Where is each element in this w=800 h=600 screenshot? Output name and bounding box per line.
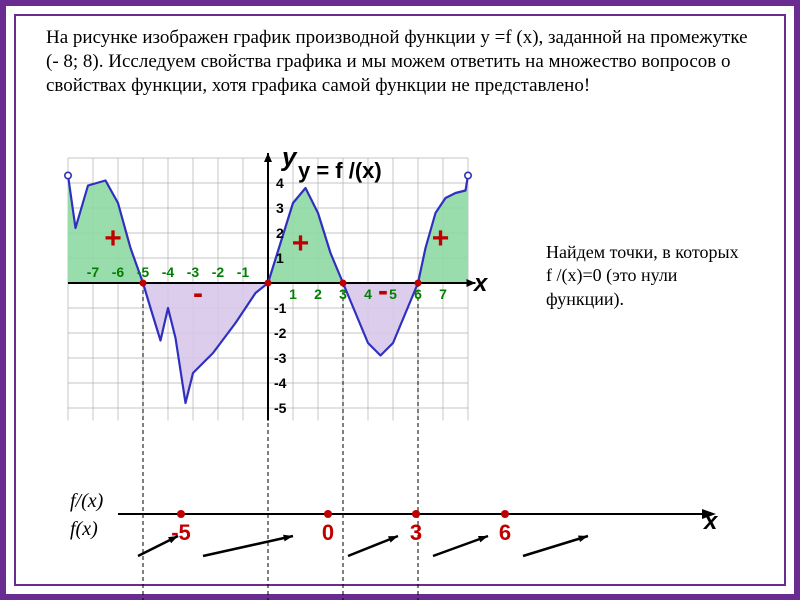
outer-frame: На рисунке изображен график производной … [0,0,800,600]
inner-frame: На рисунке изображен график производной … [14,14,786,586]
derivative-chart: -7-6-5-4-3-2-112345671234-1-2-3-4-5yxy =… [68,158,488,408]
svg-text:-: - [193,277,203,310]
svg-text:3: 3 [276,200,284,216]
svg-text:1: 1 [276,250,284,266]
svg-text:6: 6 [499,520,511,545]
svg-text:1: 1 [289,286,297,302]
side-note-l3: функции). [546,288,776,311]
svg-text:+: + [292,227,310,260]
svg-text:-2: -2 [274,325,287,341]
svg-text:-4: -4 [162,264,175,280]
svg-text:2: 2 [314,286,322,302]
nl-label-f: f(x) [70,518,98,541]
svg-text:x: x [472,270,489,297]
svg-text:-4: -4 [274,375,287,391]
svg-text:+: + [104,222,122,255]
svg-text:0: 0 [322,520,334,545]
svg-text:y: y [280,142,298,172]
svg-text:7: 7 [439,286,447,302]
svg-text:-1: -1 [274,300,287,316]
svg-text:4: 4 [276,175,284,191]
svg-text:-6: -6 [112,264,125,280]
svg-text:-1: -1 [237,264,250,280]
svg-text:3: 3 [410,520,422,545]
svg-text:+: + [432,222,450,255]
number-line: -5 0 3 6 f/(x) f(x) x [68,466,748,586]
svg-text:-3: -3 [274,350,287,366]
svg-text:-: - [378,275,388,308]
svg-text:2: 2 [276,225,284,241]
side-note: Найдем точки, в которых f /(x)=0 (это ну… [546,241,776,311]
side-note-l2: f /(x)=0 (это нули [546,264,776,287]
svg-text:-5: -5 [274,400,287,416]
svg-text:-5: -5 [171,520,191,545]
problem-description: На рисунке изображен график производной … [46,26,754,97]
nl-label-fprime: f/(x) [70,490,103,513]
svg-text:-2: -2 [212,264,225,280]
svg-text:y = f /(x): y = f /(x) [298,158,382,183]
svg-text:3: 3 [339,286,347,302]
svg-text:-7: -7 [87,264,100,280]
nl-x-label: x [704,508,717,536]
svg-text:5: 5 [389,286,397,302]
svg-text:4: 4 [364,286,372,302]
svg-text:6: 6 [414,286,422,302]
side-note-l1: Найдем точки, в которых [546,241,776,264]
svg-text:-5: -5 [137,264,150,280]
